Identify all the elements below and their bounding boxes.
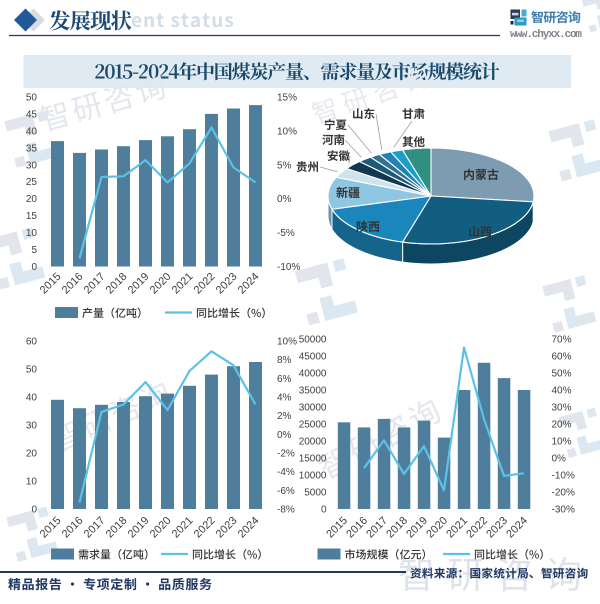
svg-text:-4%: -4% — [277, 467, 295, 478]
svg-text:20%: 20% — [552, 420, 572, 431]
svg-text:60: 60 — [26, 337, 38, 348]
svg-text:20000: 20000 — [299, 437, 327, 448]
svg-text:50: 50 — [26, 93, 38, 104]
svg-text:15: 15 — [26, 211, 38, 222]
svg-text:40%: 40% — [552, 386, 572, 397]
svg-text:www.chyxx.com: www.chyxx.com — [510, 29, 582, 41]
svg-text:30: 30 — [26, 421, 38, 432]
svg-text:40000: 40000 — [299, 369, 327, 380]
svg-text:5%: 5% — [277, 160, 292, 171]
svg-text:-30%: -30% — [552, 505, 575, 516]
svg-text:30: 30 — [26, 160, 38, 171]
svg-text:-8%: -8% — [277, 505, 295, 516]
svg-text:40: 40 — [26, 126, 38, 137]
svg-text:0%: 0% — [277, 194, 292, 205]
svg-text:15%: 15% — [277, 93, 297, 104]
svg-text:45: 45 — [26, 110, 38, 121]
svg-text:45000: 45000 — [299, 352, 327, 363]
svg-text:4%: 4% — [277, 393, 292, 404]
svg-text:0: 0 — [31, 262, 37, 273]
svg-text:15000: 15000 — [299, 454, 327, 465]
svg-text:-2%: -2% — [277, 449, 295, 460]
svg-text:10%: 10% — [277, 126, 297, 137]
svg-text:0%: 0% — [552, 454, 567, 465]
svg-text:60%: 60% — [552, 352, 572, 363]
svg-text:0%: 0% — [277, 430, 292, 441]
svg-text:35: 35 — [26, 143, 38, 154]
svg-text:-6%: -6% — [277, 486, 295, 497]
svg-text:50%: 50% — [552, 369, 572, 380]
svg-text:25000: 25000 — [299, 420, 327, 431]
svg-text:10: 10 — [26, 228, 38, 239]
svg-text:6%: 6% — [277, 374, 292, 385]
svg-text:10: 10 — [26, 477, 38, 488]
svg-text:0: 0 — [31, 505, 37, 516]
svg-text:10%: 10% — [552, 437, 572, 448]
svg-text:8%: 8% — [277, 355, 292, 366]
svg-text:20: 20 — [26, 194, 38, 205]
svg-text:0: 0 — [321, 505, 327, 516]
svg-text:70%: 70% — [552, 335, 572, 346]
svg-text:-10%: -10% — [552, 471, 575, 482]
svg-text:5000: 5000 — [304, 488, 327, 499]
svg-text:-20%: -20% — [552, 488, 575, 499]
svg-text:25: 25 — [26, 177, 38, 188]
svg-text:-5%: -5% — [277, 228, 295, 239]
svg-text:-10%: -10% — [277, 262, 300, 273]
svg-text:50000: 50000 — [299, 335, 327, 346]
svg-text:10%: 10% — [277, 337, 297, 348]
svg-text:30%: 30% — [552, 403, 572, 414]
svg-text:50: 50 — [26, 365, 38, 376]
svg-text:20: 20 — [26, 449, 38, 460]
svg-text:30000: 30000 — [299, 403, 327, 414]
svg-text:35000: 35000 — [299, 386, 327, 397]
svg-text:5: 5 — [31, 245, 37, 256]
svg-text:2%: 2% — [277, 411, 292, 422]
svg-text:10000: 10000 — [299, 471, 327, 482]
svg-text:40: 40 — [26, 393, 38, 404]
